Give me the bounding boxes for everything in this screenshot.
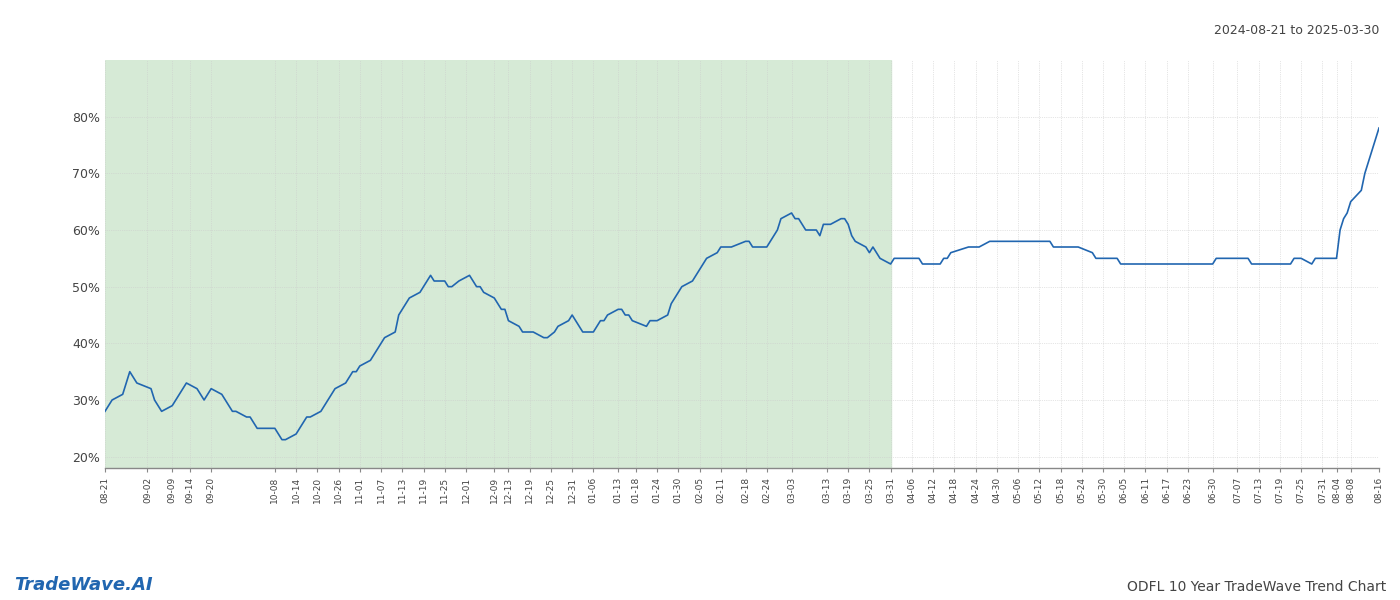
Text: 2024-08-21 to 2025-03-30: 2024-08-21 to 2025-03-30: [1214, 24, 1379, 37]
Bar: [105, 60, 890, 468]
Text: ODFL 10 Year TradeWave Trend Chart: ODFL 10 Year TradeWave Trend Chart: [1127, 580, 1386, 594]
Text: TradeWave.AI: TradeWave.AI: [14, 576, 153, 594]
